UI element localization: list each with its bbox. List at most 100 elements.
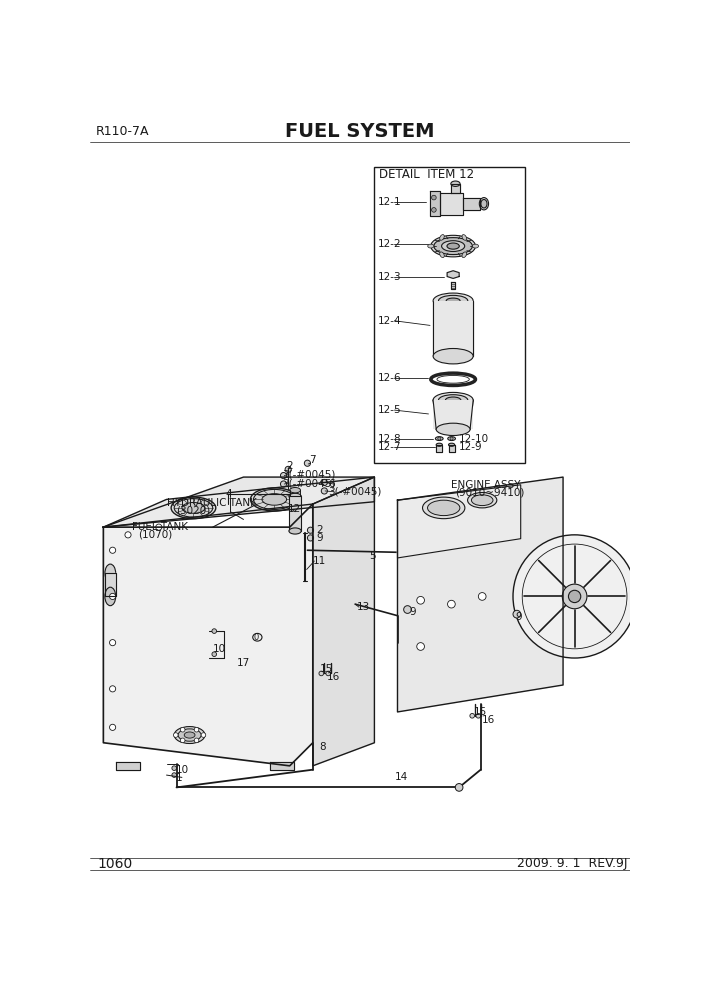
Polygon shape xyxy=(430,191,440,216)
Text: 12-10: 12-10 xyxy=(459,434,489,444)
Text: 7: 7 xyxy=(309,455,316,465)
Text: 12-5: 12-5 xyxy=(378,405,402,415)
Text: 0: 0 xyxy=(253,633,258,642)
Text: 2009. 9. 1  REV.9J: 2009. 9. 1 REV.9J xyxy=(517,857,628,870)
Ellipse shape xyxy=(253,489,295,510)
Text: 6: 6 xyxy=(329,479,335,489)
Circle shape xyxy=(307,527,314,534)
Circle shape xyxy=(478,592,486,600)
Circle shape xyxy=(307,535,314,541)
Ellipse shape xyxy=(105,587,116,606)
Circle shape xyxy=(322,479,327,485)
Ellipse shape xyxy=(442,241,465,252)
Text: 2: 2 xyxy=(317,525,324,536)
Circle shape xyxy=(322,488,327,494)
Ellipse shape xyxy=(462,234,467,240)
Text: FUEL SYSTEM: FUEL SYSTEM xyxy=(285,122,435,141)
Circle shape xyxy=(417,596,425,604)
Text: 16: 16 xyxy=(326,672,340,682)
Circle shape xyxy=(180,738,185,743)
Text: 3(-#0045): 3(-#0045) xyxy=(282,470,336,480)
Polygon shape xyxy=(436,444,442,452)
Text: 15: 15 xyxy=(474,707,487,717)
Polygon shape xyxy=(447,271,459,279)
Ellipse shape xyxy=(451,181,460,186)
Ellipse shape xyxy=(289,528,301,534)
Text: (1070): (1070) xyxy=(138,530,172,540)
Ellipse shape xyxy=(448,436,456,440)
Ellipse shape xyxy=(446,298,460,304)
Ellipse shape xyxy=(428,244,434,248)
Circle shape xyxy=(305,460,310,466)
Polygon shape xyxy=(440,193,463,214)
Circle shape xyxy=(470,713,475,718)
Text: 9: 9 xyxy=(410,607,416,617)
Ellipse shape xyxy=(178,729,201,741)
Ellipse shape xyxy=(174,726,205,744)
Text: 10: 10 xyxy=(176,766,189,776)
Circle shape xyxy=(281,481,286,487)
Ellipse shape xyxy=(171,497,216,519)
Circle shape xyxy=(319,672,324,676)
Text: 12-2: 12-2 xyxy=(378,239,402,249)
Text: (9010~9410): (9010~9410) xyxy=(456,487,524,498)
Ellipse shape xyxy=(105,564,116,582)
Text: 9: 9 xyxy=(317,533,324,543)
Text: 4: 4 xyxy=(225,489,232,499)
Text: 9: 9 xyxy=(515,612,522,622)
Text: 12: 12 xyxy=(288,504,301,515)
Ellipse shape xyxy=(447,243,459,249)
Text: 12-7: 12-7 xyxy=(378,442,402,452)
Ellipse shape xyxy=(439,296,468,307)
Text: 12-8: 12-8 xyxy=(378,434,402,444)
Polygon shape xyxy=(103,477,374,527)
Circle shape xyxy=(450,437,453,440)
Ellipse shape xyxy=(433,293,473,309)
Text: R110-7A: R110-7A xyxy=(95,125,149,138)
Ellipse shape xyxy=(439,234,444,240)
Ellipse shape xyxy=(289,493,301,499)
Bar xyxy=(433,301,473,356)
Ellipse shape xyxy=(174,499,213,517)
Circle shape xyxy=(194,738,199,743)
Text: 5: 5 xyxy=(369,552,376,561)
Circle shape xyxy=(326,672,331,676)
Ellipse shape xyxy=(433,393,473,408)
Polygon shape xyxy=(103,477,374,527)
Polygon shape xyxy=(397,477,563,712)
Text: 12-1: 12-1 xyxy=(378,197,402,207)
Text: 1: 1 xyxy=(176,773,183,783)
Circle shape xyxy=(569,590,581,602)
Ellipse shape xyxy=(182,503,205,513)
Circle shape xyxy=(125,532,131,538)
Text: 10: 10 xyxy=(213,644,226,654)
Ellipse shape xyxy=(479,197,489,210)
Circle shape xyxy=(194,727,199,732)
Circle shape xyxy=(417,643,425,651)
Ellipse shape xyxy=(428,500,460,516)
Circle shape xyxy=(513,535,636,658)
Text: 17: 17 xyxy=(237,658,250,668)
Text: 8: 8 xyxy=(319,742,326,752)
Text: 14: 14 xyxy=(395,773,409,783)
Text: 12-9: 12-9 xyxy=(459,442,483,452)
Polygon shape xyxy=(451,184,460,193)
Polygon shape xyxy=(397,485,521,558)
Circle shape xyxy=(448,600,456,608)
Circle shape xyxy=(212,629,216,634)
Bar xyxy=(374,167,524,463)
Circle shape xyxy=(201,733,206,737)
Text: 12-4: 12-4 xyxy=(378,315,402,325)
Circle shape xyxy=(513,610,521,618)
Text: 2: 2 xyxy=(286,461,293,471)
Ellipse shape xyxy=(431,235,475,257)
Circle shape xyxy=(456,784,463,792)
Circle shape xyxy=(172,766,176,771)
Bar xyxy=(289,496,301,531)
Text: HYDRAULIC TANK: HYDRAULIC TANK xyxy=(166,498,256,508)
Circle shape xyxy=(156,524,162,530)
Text: 15: 15 xyxy=(319,664,333,674)
Polygon shape xyxy=(313,477,374,766)
Circle shape xyxy=(110,593,116,599)
Text: 3(-#0045): 3(-#0045) xyxy=(282,478,336,488)
